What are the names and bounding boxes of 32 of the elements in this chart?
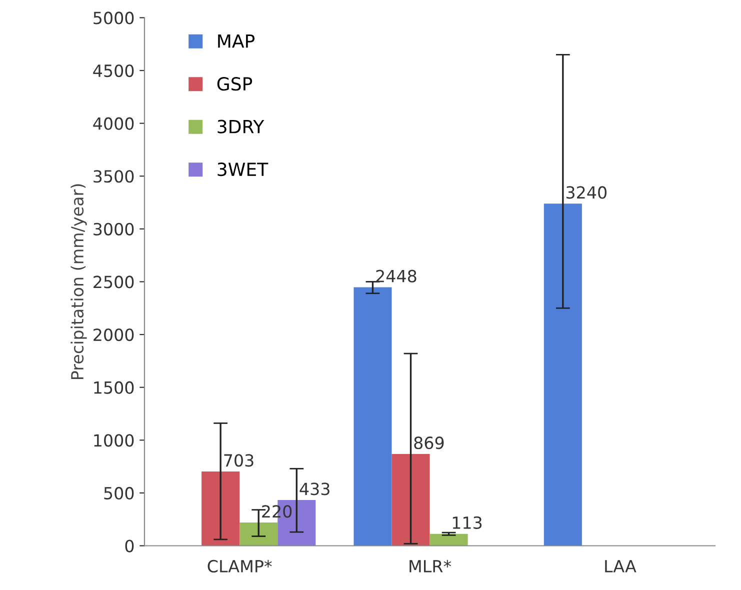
x-tick-label: CLAMP* xyxy=(208,560,272,573)
bar xyxy=(544,204,582,546)
data-label: 433 xyxy=(300,482,330,496)
legend-label: MAP xyxy=(218,34,255,48)
data-label: 220 xyxy=(262,505,292,518)
y-tick-label: 0 xyxy=(125,540,134,552)
y-tick-label: 2000 xyxy=(94,328,134,342)
y-tick-label: 500 xyxy=(104,486,134,500)
data-label: 3240 xyxy=(566,186,607,199)
legend-label: GSP xyxy=(217,77,252,91)
y-tick-label: 1000 xyxy=(94,434,134,447)
y-tick-label: 5000 xyxy=(94,12,134,24)
data-label: 703 xyxy=(224,454,254,467)
y-tick-label: 4000 xyxy=(93,117,134,130)
bar xyxy=(430,534,468,546)
x-tick-label: LAA xyxy=(605,560,636,572)
bar xyxy=(202,472,240,546)
y-tick-label: 1500 xyxy=(94,381,134,394)
y-axis-title: Precipitation (mm/year) xyxy=(70,184,87,379)
legend-label: 3DRY xyxy=(218,120,264,134)
bar xyxy=(240,522,278,546)
x-tick-label: MLR* xyxy=(410,560,452,572)
bar xyxy=(392,454,430,546)
y-tick-label: 2500 xyxy=(94,276,134,288)
bar xyxy=(354,287,392,546)
data-label: 2448 xyxy=(376,270,416,282)
legend-label: 3WET xyxy=(218,162,268,176)
y-tick-label: 3000 xyxy=(94,222,134,236)
data-label: 113 xyxy=(452,516,482,530)
y-tick-label: 4500 xyxy=(93,64,134,78)
y-tick-label: 3500 xyxy=(94,170,134,183)
data-label: 869 xyxy=(414,436,444,450)
